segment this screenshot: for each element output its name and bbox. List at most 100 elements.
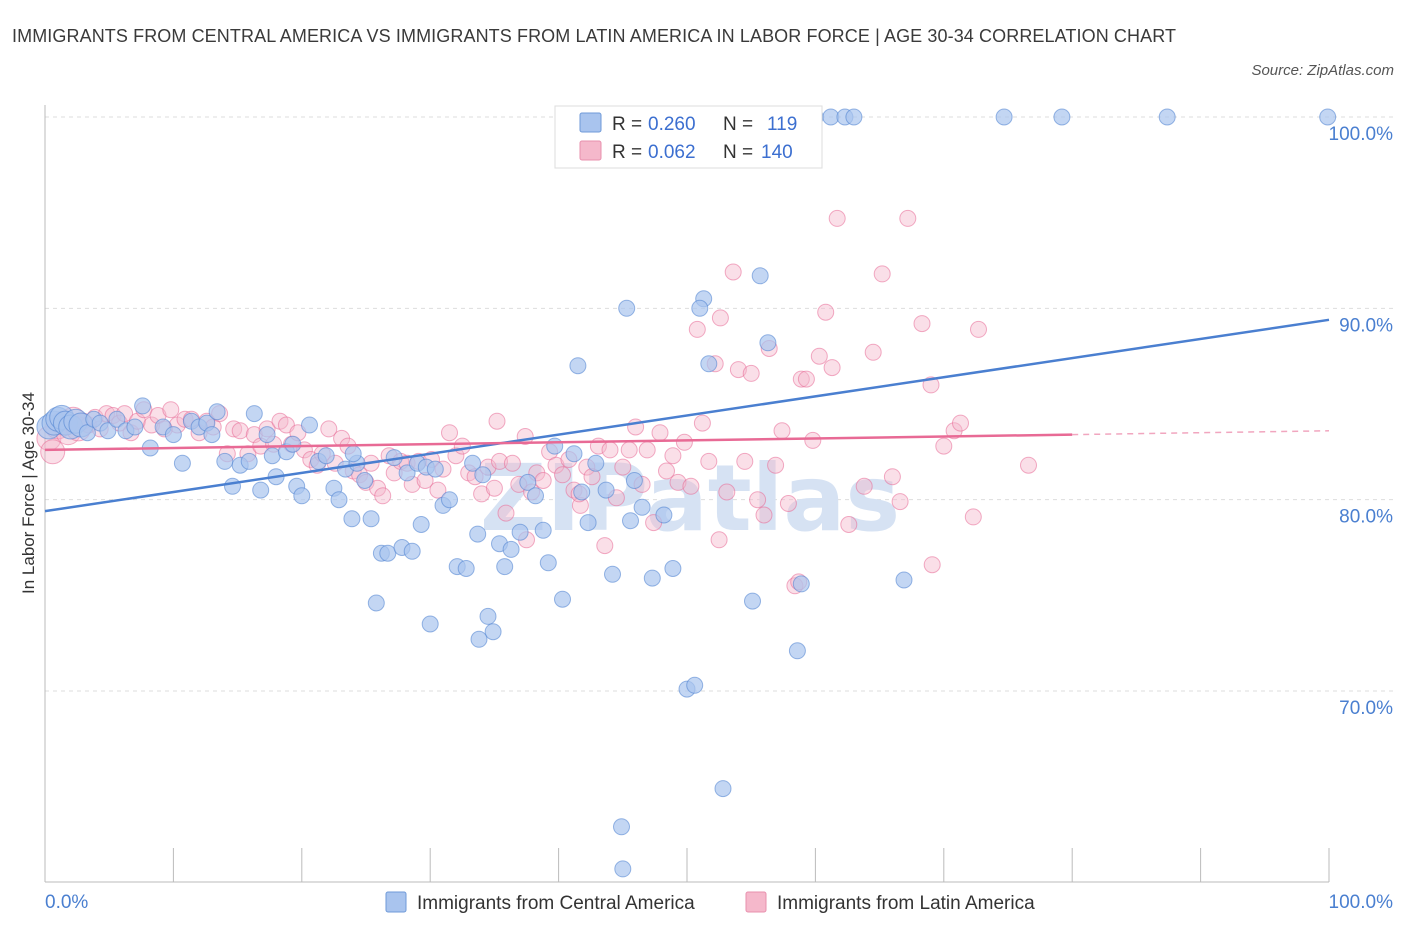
central-america-point-116 — [691, 299, 709, 317]
central-america-point-54 — [403, 542, 421, 560]
latin-america-trend-extension — [1072, 430, 1330, 436]
latin-america-point-119 — [773, 422, 791, 440]
latin-america-point-93 — [614, 458, 632, 476]
central-america-point-80 — [569, 357, 587, 375]
latin-america-point-120 — [779, 495, 797, 512]
central-america-point-104 — [792, 575, 810, 593]
central-america-point-113 — [1319, 108, 1337, 126]
latin-america-point-134 — [891, 493, 909, 511]
latin-america-point-75 — [503, 454, 521, 472]
y-tick-label-80: 80.0% — [1339, 507, 1393, 528]
latin-america-point-109 — [711, 309, 729, 327]
central-america-point-38 — [301, 416, 318, 434]
latin-america-point-30 — [225, 420, 243, 438]
latin-america-point-83 — [554, 466, 571, 484]
central-america-point-117 — [622, 512, 639, 530]
correlation-legend: R = 0.260 N = 119 R = 0.062 N = 140 — [554, 105, 823, 169]
central-america-point-106 — [822, 108, 840, 126]
legend-r-value-2: 0.062 — [648, 142, 696, 163]
latin-america-point-123 — [797, 370, 815, 388]
central-america-point-95 — [686, 676, 704, 694]
latin-america-point-141 — [1020, 456, 1037, 474]
latin-america-point-132 — [873, 265, 891, 283]
central-america-point-88 — [625, 472, 643, 489]
central-america-point-111 — [1053, 108, 1071, 126]
y-tick-label-100: 100.0% — [1329, 124, 1394, 145]
latin-america-point-136 — [913, 315, 931, 333]
x-tick-label-min: 0.0% — [45, 892, 88, 913]
central-america-point-44 — [343, 510, 361, 528]
central-america-point-65 — [469, 525, 487, 543]
latin-america-point-1 — [40, 439, 66, 465]
central-america-point-48 — [367, 594, 385, 612]
central-america-point-11 — [99, 422, 117, 440]
latin-america-point-129 — [840, 516, 858, 533]
latin-america-point-145 — [923, 556, 941, 574]
central-america-point-89 — [633, 498, 651, 516]
latin-america-point-135 — [899, 209, 917, 227]
bottom-legend-swatch-latin-america — [745, 891, 767, 913]
latin-america-point-125 — [810, 347, 828, 365]
central-america-point-73 — [519, 473, 537, 491]
latin-america-point-114 — [742, 364, 760, 382]
central-america-point-72 — [511, 523, 529, 541]
central-america-point-92 — [664, 560, 682, 577]
latin-america-point-107 — [700, 452, 718, 470]
central-america-point-109 — [895, 571, 913, 589]
y-tick-labels: 70.0% 80.0% 90.0% 100.0% — [1329, 124, 1394, 719]
series-legend: Immigrants from Central America Immigran… — [385, 891, 1035, 914]
central-america-point-108 — [845, 108, 863, 126]
central-america-point-23 — [203, 426, 221, 444]
latin-america-point-110 — [718, 483, 736, 501]
central-america-point-59 — [426, 460, 444, 478]
latin-america-point-97 — [638, 441, 656, 459]
central-america-point-71 — [502, 540, 520, 558]
central-america-point-66 — [474, 466, 492, 484]
latin-america-point-80 — [534, 472, 552, 489]
latin-america-point-112 — [729, 361, 747, 379]
central-america-point-101 — [751, 267, 769, 285]
x-tick-label-max: 100.0% — [1329, 892, 1394, 913]
latin-america-point-138 — [935, 437, 953, 455]
central-america-point-103 — [788, 642, 806, 660]
central-america-point-12 — [108, 410, 126, 428]
central-america-point-86 — [613, 818, 630, 836]
central-america-point-68 — [484, 623, 502, 641]
legend-swatch-central-america — [579, 112, 602, 133]
latin-america-point-146 — [964, 508, 982, 526]
central-america-point-26 — [224, 477, 241, 495]
central-america-point-14 — [126, 418, 144, 436]
latin-america-point-140 — [970, 320, 987, 338]
central-america-point-64 — [464, 454, 482, 472]
latin-america-point-21 — [162, 401, 180, 419]
central-america-point-32 — [263, 447, 281, 465]
source-label: Source: ZipAtlas.com — [1251, 62, 1394, 79]
latin-america-point-113 — [736, 452, 754, 470]
latin-america-point-31 — [231, 422, 249, 440]
central-america-point-61 — [441, 491, 458, 509]
central-america-point-58 — [421, 615, 439, 633]
latin-america-point-130 — [855, 477, 873, 495]
central-america-trend-line — [44, 318, 1330, 513]
latin-america-point-148 — [710, 531, 728, 549]
central-america-point-37 — [293, 487, 311, 505]
latin-america-point-102 — [669, 473, 687, 491]
central-america-point-35 — [284, 435, 302, 453]
latin-america-point-72 — [485, 479, 503, 497]
central-america-point-18 — [164, 426, 182, 444]
latin-america-point-101 — [664, 447, 682, 465]
legend-n-value-1: 119 — [767, 114, 797, 135]
central-america-point-76 — [539, 554, 557, 572]
legend-r-label-1: R = — [612, 114, 642, 135]
latin-america-trend-line — [44, 433, 1073, 452]
central-america-point-46 — [356, 472, 374, 489]
legend-n-value-2: 140 — [761, 142, 793, 163]
central-america-point-110 — [995, 108, 1013, 126]
latin-america-point-122 — [792, 370, 810, 388]
central-america-point-112 — [1158, 108, 1176, 126]
latin-america-point-63 — [429, 481, 447, 499]
central-america-point-42 — [330, 491, 348, 509]
bottom-legend-label-central-america: Immigrants from Central America — [417, 893, 695, 914]
latin-america-point-103 — [675, 433, 693, 451]
